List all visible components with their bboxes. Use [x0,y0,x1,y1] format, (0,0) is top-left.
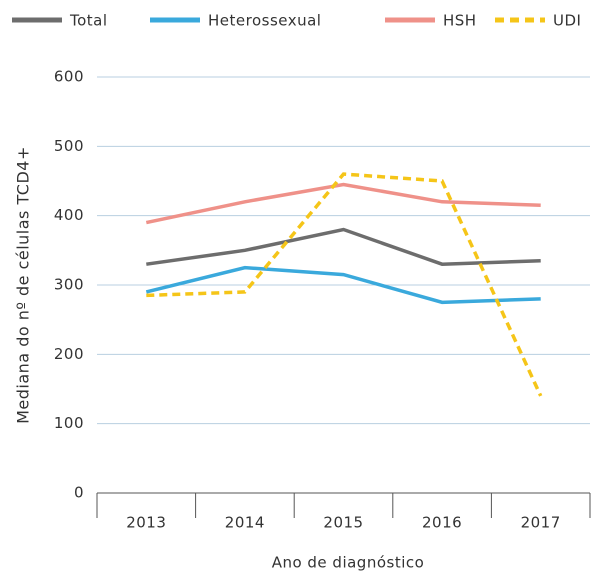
x-tick-label: 2015 [323,514,363,532]
y-tick-label: 500 [54,137,84,155]
x-tick-label: 2016 [422,514,462,532]
x-tick-label: 2017 [521,514,561,532]
y-tick-label: 400 [54,206,84,224]
x-tick-label: 2013 [126,514,166,532]
y-tick-label: 300 [54,276,84,294]
legend-label: UDI [553,12,581,30]
x-tick-label: 2014 [225,514,265,532]
y-tick-label: 600 [54,68,84,86]
y-tick-label: 0 [74,484,84,502]
y-axis-label: Mediana do nº de células TCD4+ [14,146,33,424]
series-line [146,227,541,266]
y-tick-label: 100 [54,414,84,432]
x-axis-label: Ano de diagnóstico [272,554,425,572]
y-tick-label: 200 [54,345,84,363]
legend-label: HSH [443,12,477,30]
series-line [146,172,543,397]
legend-label: Total [69,12,108,30]
series-line [145,265,541,305]
series-line [145,182,541,225]
legend-label: Heterossexual [208,12,321,30]
